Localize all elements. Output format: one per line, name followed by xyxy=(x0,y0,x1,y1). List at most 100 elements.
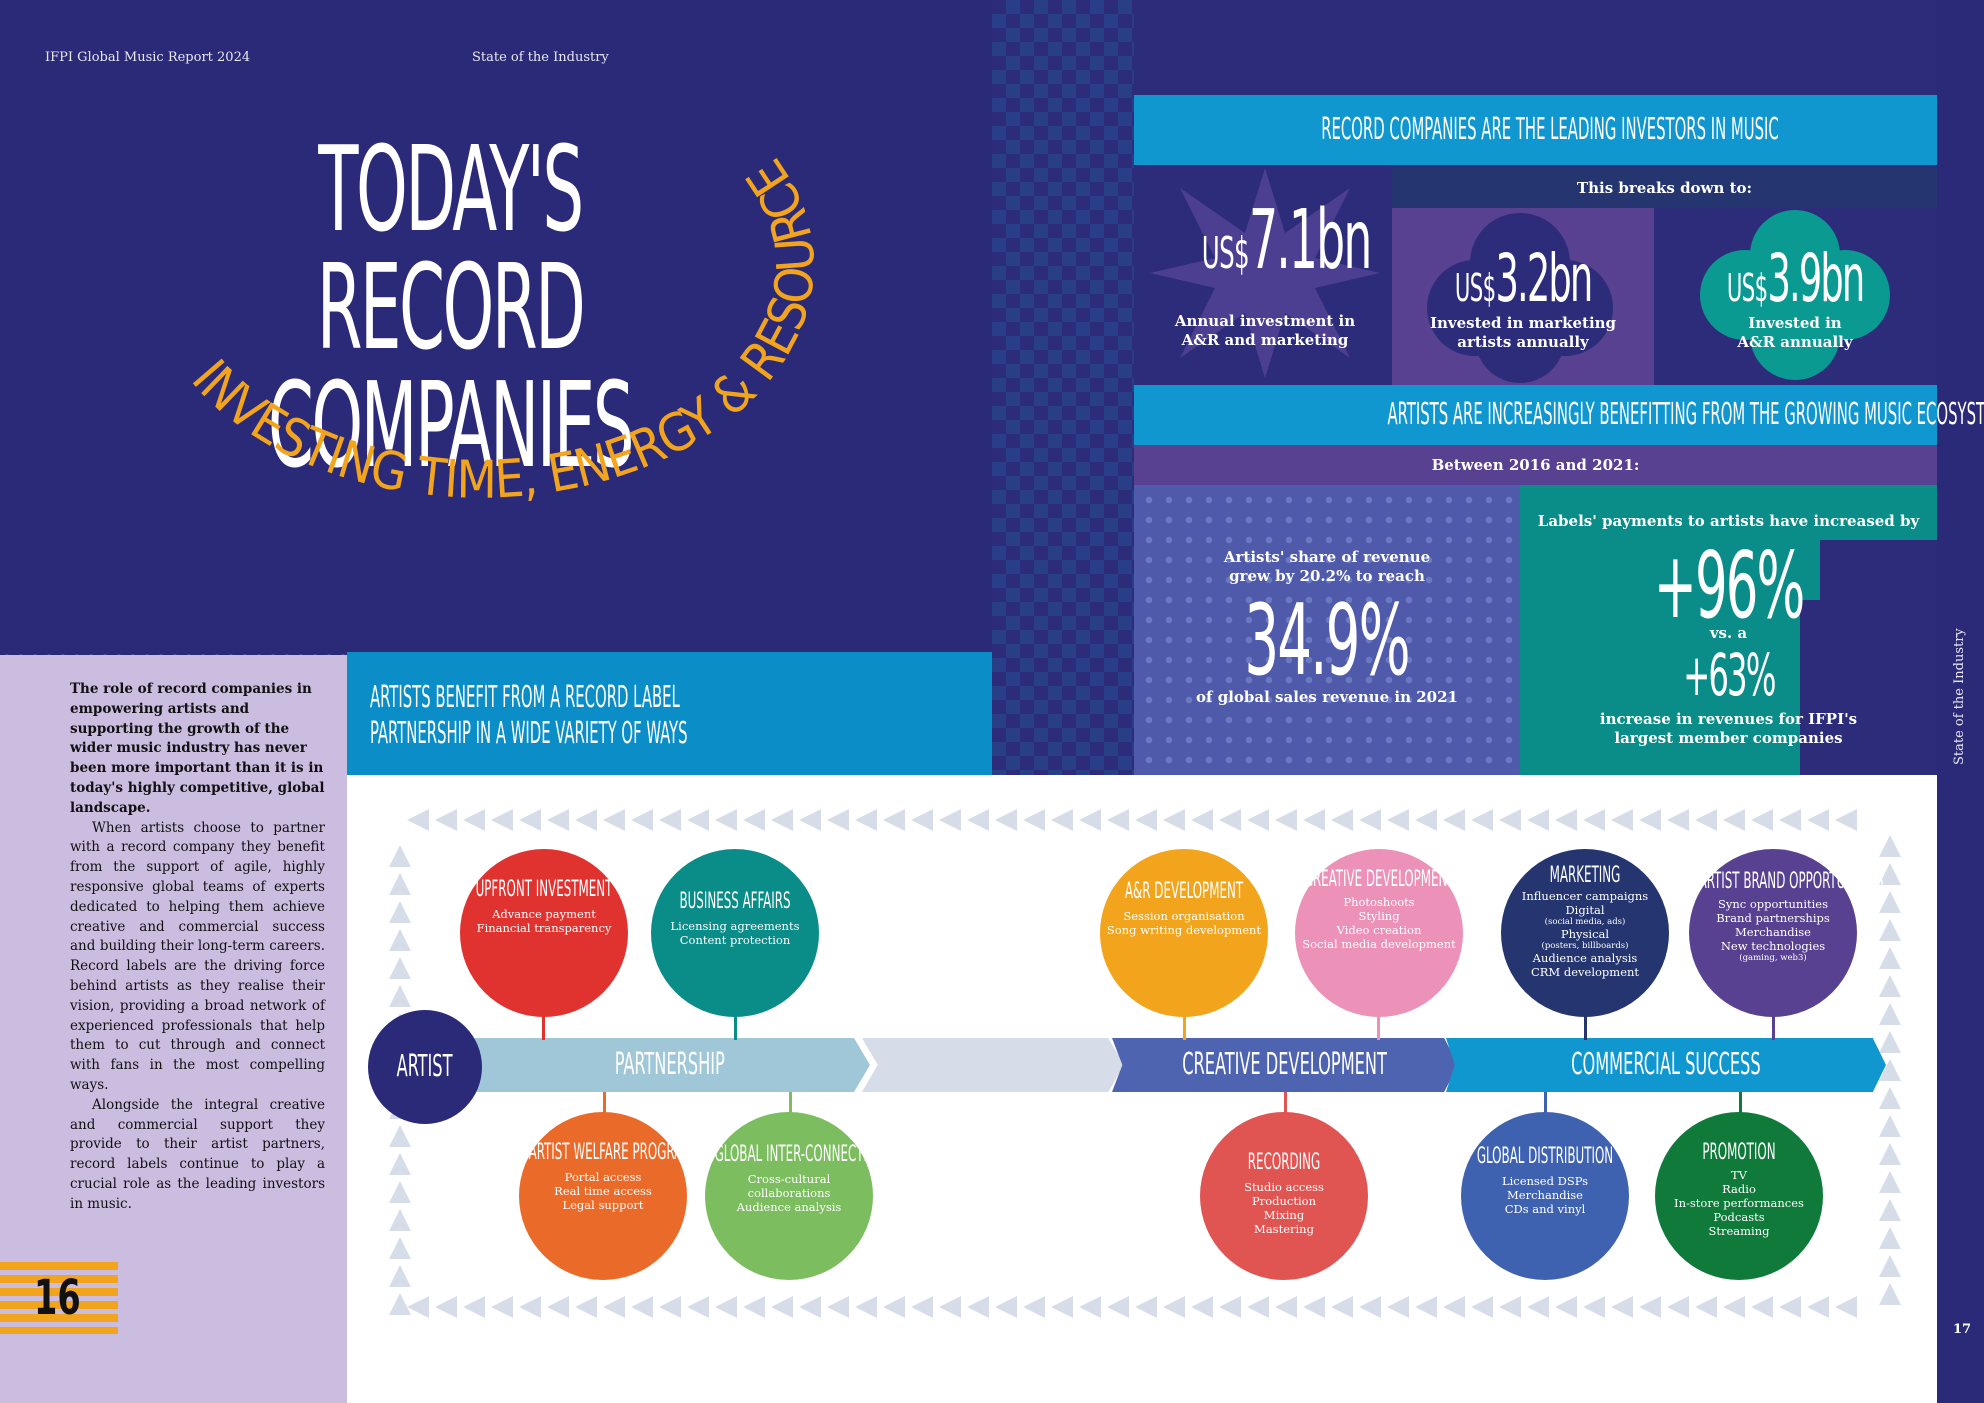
revenue-text: increase in revenues for IFPI's largest … xyxy=(1599,710,1858,747)
loop-arrow xyxy=(1415,1296,1437,1318)
loop-arrow xyxy=(827,1296,849,1318)
circle-recording: RECORDING Studio access Production Mixin… xyxy=(1200,1112,1368,1280)
loop-arrow xyxy=(939,1296,961,1318)
loop-arrow xyxy=(631,809,653,831)
loop-arrow xyxy=(1879,1143,1901,1165)
dotted-panel xyxy=(1134,485,1520,775)
loop-arrow xyxy=(575,809,597,831)
stage-creative-development: CREATIVE DEVELOPMENT xyxy=(1112,1038,1458,1092)
teal-step-2 xyxy=(1800,600,1937,775)
loop-arrow xyxy=(1639,1296,1661,1318)
loop-arrow xyxy=(967,809,989,831)
benefit-box xyxy=(347,652,992,775)
title-line-1: TODAY'S RECORD xyxy=(316,120,586,376)
benefit-title: ARTISTS BENEFIT FROM A RECORD LABEL PART… xyxy=(370,680,688,751)
loop-arrow xyxy=(855,809,877,831)
scalloped-edge xyxy=(0,648,347,662)
circle-upfront-investment: UPFRONT INVESTMENT Advance payment Finan… xyxy=(460,849,628,1017)
loop-arrow xyxy=(939,809,961,831)
loop-arrow xyxy=(1499,809,1521,831)
loop-arrow xyxy=(799,809,821,831)
payments-value: +96% xyxy=(1653,532,1805,639)
loop-arrow xyxy=(1835,809,1857,831)
loop-arrow xyxy=(389,985,411,1007)
loop-arrow xyxy=(1023,809,1045,831)
loop-arrow xyxy=(1723,1296,1745,1318)
loop-arrow xyxy=(659,1296,681,1318)
loop-arrow xyxy=(1879,1003,1901,1025)
loop-arrow xyxy=(687,809,709,831)
subtitle-arc: INVESTING TIME, ENERGY & RESOURCES IN MU… xyxy=(150,120,828,511)
loop-arrow xyxy=(995,1296,1017,1318)
loop-arrow xyxy=(1879,835,1901,857)
cloud-shape xyxy=(1427,213,1613,383)
loop-arrow xyxy=(1879,1115,1901,1137)
between-label: Between 2016 and 2021: xyxy=(1134,445,1937,485)
loop-arrow xyxy=(771,809,793,831)
stem-distribution xyxy=(1544,1092,1547,1117)
loop-arrow xyxy=(1695,809,1717,831)
stat-ar: US$3.9bn xyxy=(1726,240,1865,317)
teal-step-1 xyxy=(1820,540,1937,600)
checker-pattern xyxy=(992,0,1134,775)
loop-arrow xyxy=(463,809,485,831)
loop-arrow xyxy=(1359,1296,1381,1318)
loop-arrow xyxy=(1879,891,1901,913)
loop-arrow xyxy=(603,809,625,831)
loop-arrow xyxy=(1879,863,1901,885)
breaks-down-label: This breaks down to: xyxy=(1392,168,1937,208)
loop-arrow xyxy=(1303,1296,1325,1318)
circle-artist-welfare: ARTIST WELFARE PROGRAMME Portal access R… xyxy=(519,1112,710,1280)
stage-commercial-success: COMMERCIAL SUCCESS xyxy=(1446,1038,1886,1092)
loop-arrow xyxy=(1443,809,1465,831)
running-header-report: IFPI Global Music Report 2024 xyxy=(45,50,251,65)
arrow-loop xyxy=(389,809,1901,1318)
loop-arrow xyxy=(547,1296,569,1318)
loop-arrow xyxy=(687,1296,709,1318)
loop-arrow xyxy=(1807,809,1829,831)
star-burst xyxy=(1150,168,1380,378)
loop-arrow xyxy=(1879,1283,1901,1305)
loop-arrow xyxy=(1135,1296,1157,1318)
loop-arrow xyxy=(1583,1296,1605,1318)
loop-arrow xyxy=(1219,809,1241,831)
loop-arrow xyxy=(1471,1296,1493,1318)
loop-arrow xyxy=(1387,809,1409,831)
loop-arrow xyxy=(1163,809,1185,831)
loop-arrow xyxy=(603,1296,625,1318)
loop-arrow xyxy=(491,809,513,831)
loop-arrow xyxy=(1051,1296,1073,1318)
loop-arrow xyxy=(575,1296,597,1318)
loop-arrow xyxy=(1723,809,1745,831)
loop-arrow xyxy=(519,1296,541,1318)
ecosystem-banner: ARTISTS ARE INCREASINGLY BENEFITTING FRO… xyxy=(1134,385,1984,445)
loop-arrow xyxy=(1779,809,1801,831)
loop-arrow xyxy=(1107,809,1129,831)
loop-arrow xyxy=(435,809,457,831)
loop-arrow xyxy=(389,1293,411,1315)
stat-total-label: Annual investment in A&R and marketing xyxy=(1174,312,1356,349)
loop-arrow xyxy=(547,809,569,831)
stem-recording xyxy=(1284,1092,1287,1117)
loop-arrow xyxy=(631,1296,653,1318)
stat-marketing: US$3.2bn xyxy=(1454,240,1593,317)
stem-global-ic xyxy=(789,1092,792,1117)
loop-arrow xyxy=(1879,947,1901,969)
teal-step-fill xyxy=(1560,600,1800,775)
loop-arrow xyxy=(389,929,411,951)
loop-arrow xyxy=(389,845,411,867)
loop-arrow xyxy=(1555,809,1577,831)
stem-brand xyxy=(1772,1010,1775,1040)
loop-arrow xyxy=(1583,809,1605,831)
loop-arrow xyxy=(715,1296,737,1318)
loop-arrow xyxy=(911,1296,933,1318)
loop-arrow xyxy=(389,1209,411,1231)
loop-arrow xyxy=(1835,1296,1857,1318)
loop-arrow xyxy=(1275,1296,1297,1318)
page-number-right: 17 xyxy=(1953,1322,1972,1337)
loop-arrow xyxy=(1415,809,1437,831)
stem-creative xyxy=(1377,1010,1380,1040)
loop-arrow xyxy=(491,1296,513,1318)
loop-arrow xyxy=(389,957,411,979)
stem-business xyxy=(734,1010,737,1040)
